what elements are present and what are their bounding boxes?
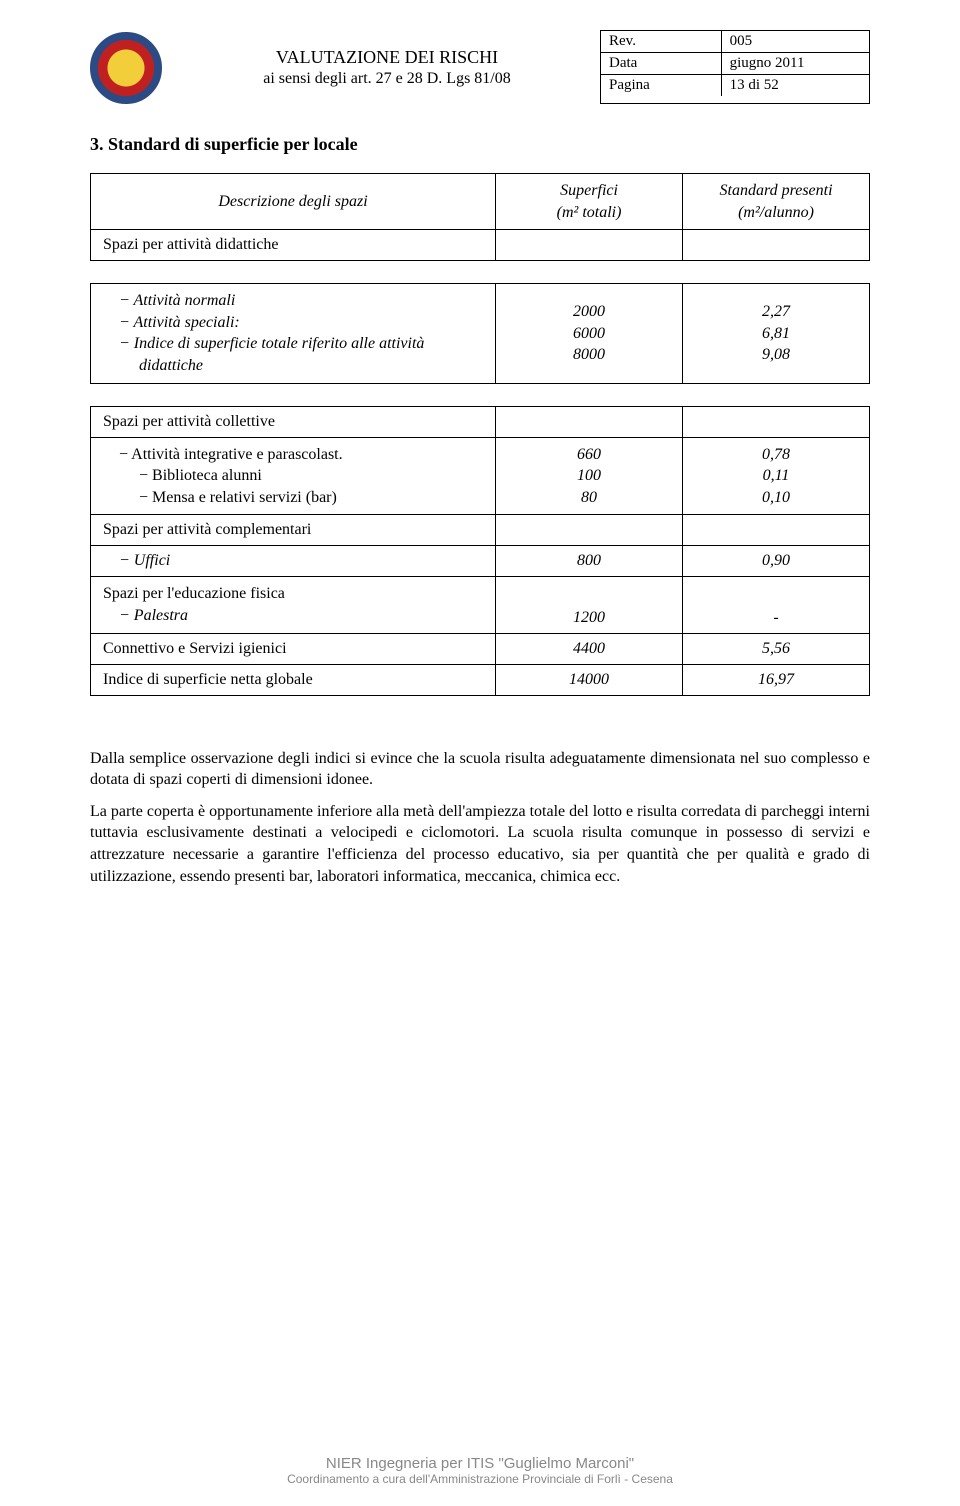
row-val-b: 0,90 — [683, 546, 870, 577]
row-label: Attività integrative e parascolast. — [103, 444, 483, 466]
row-val-a: 4400 — [496, 633, 683, 664]
row-label: Attività normali — [103, 290, 483, 312]
doc-title: VALUTAZIONE DEI RISCHI — [276, 46, 498, 69]
row-val-b: 6,81 — [695, 323, 857, 345]
row-val-b: 0,78 — [695, 444, 857, 466]
row-label: Attività speciali: — [103, 312, 483, 334]
row-label: Indice di superficie totale riferito all… — [103, 333, 483, 376]
row-label: Biblioteca alunni — [103, 465, 483, 487]
header-title-block: VALUTAZIONE DEI RISCHI ai sensi degli ar… — [174, 30, 600, 104]
footer-line2: Coordinamento a cura dell'Amministrazion… — [90, 1472, 870, 1486]
row-val-a: 100 — [508, 465, 670, 487]
meta-val: giugno 2011 — [722, 53, 869, 74]
meta-key: Data — [601, 53, 722, 74]
section-heading: 3. Standard di superficie per locale — [90, 134, 870, 155]
row-val-a: 800 — [496, 546, 683, 577]
subhead-collettive: Spazi per attività collettive — [91, 406, 496, 437]
subhead-fisica: Spazi per l'educazione fisica — [103, 583, 483, 605]
school-logo — [90, 32, 162, 104]
body-paragraph: La parte coperta è opportunamente inferi… — [90, 801, 870, 887]
row-label: Mensa e relativi servizi (bar) — [103, 487, 483, 509]
subhead-didattiche: Spazi per attività didattiche — [91, 230, 496, 261]
page-footer: NIER Ingegneria per ITIS "Guglielmo Marc… — [90, 1455, 870, 1486]
row-val-b: 0,11 — [695, 465, 857, 487]
page-header: VALUTAZIONE DEI RISCHI ai sensi degli ar… — [90, 30, 870, 104]
row-val-a: 660 — [508, 444, 670, 466]
row-val-b: 0,10 — [695, 487, 857, 509]
row-label: Connettivo e Servizi igienici — [91, 633, 496, 664]
row-val-b: 9,08 — [695, 344, 857, 366]
row-val-b: 2,27 — [695, 301, 857, 323]
row-val-a: 80 — [508, 487, 670, 509]
row-val-a: 2000 — [508, 301, 670, 323]
row-val-a: 8000 — [508, 344, 670, 366]
table-collettive: Spazi per attività collettive Attività i… — [90, 406, 870, 696]
row-val-b: 16,97 — [683, 664, 870, 695]
row-val-a: 6000 — [508, 323, 670, 345]
col-header-a: Superfici (m² totali) — [496, 174, 683, 230]
table-header: Descrizione degli spazi Superfici (m² to… — [90, 173, 870, 261]
body-paragraph: Dalla semplice osservazione degli indici… — [90, 748, 870, 791]
row-label: Indice di superficie netta globale — [91, 664, 496, 695]
col-header-b: Standard presenti (m²/alunno) — [683, 174, 870, 230]
meta-val: 005 — [722, 31, 869, 52]
meta-val: 13 di 52 — [722, 75, 869, 96]
subhead-complementari: Spazi per attività complementari — [91, 515, 496, 546]
row-val-b: - — [683, 577, 870, 633]
doc-subtitle: ai sensi degli art. 27 e 28 D. Lgs 81/08 — [263, 70, 511, 88]
row-label: Uffici — [103, 552, 483, 570]
row-val-a: 1200 — [496, 577, 683, 633]
footer-line1: NIER Ingegneria per ITIS "Guglielmo Marc… — [90, 1455, 870, 1472]
meta-key: Rev. — [601, 31, 722, 52]
col-header-desc: Descrizione degli spazi — [91, 174, 496, 230]
header-meta-table: Rev. 005 Data giugno 2011 Pagina 13 di 5… — [600, 30, 870, 104]
table-didattiche: Attività normali Attività speciali: Indi… — [90, 283, 870, 383]
row-val-b: 5,56 — [683, 633, 870, 664]
meta-key: Pagina — [601, 75, 722, 96]
row-label: Palestra — [103, 605, 483, 627]
row-val-a: 14000 — [496, 664, 683, 695]
